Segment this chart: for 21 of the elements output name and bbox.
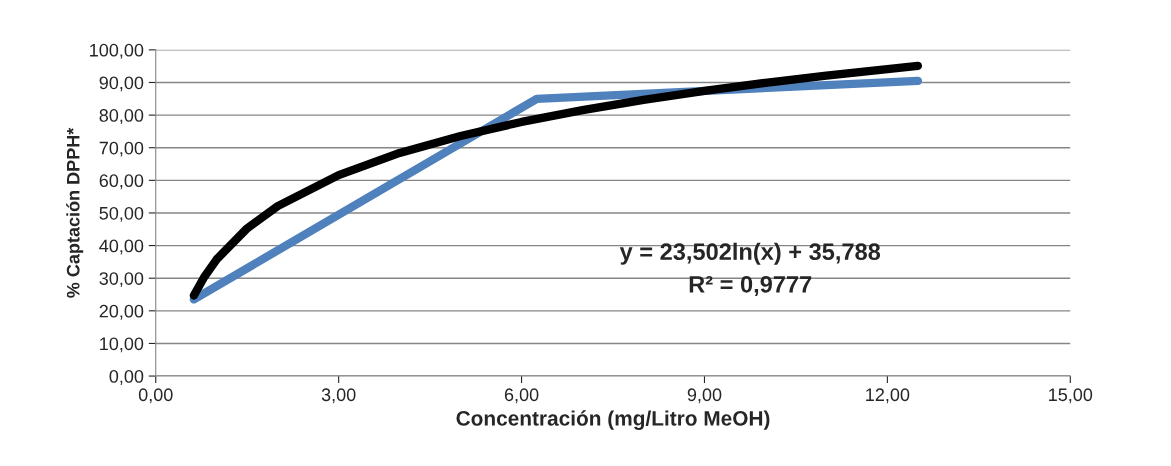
x-tick-label: 0,00 (138, 388, 173, 404)
x-axis-title: Concentración (mg/Litro MeOH) (456, 410, 770, 430)
y-tick-label: 90,00 (99, 76, 144, 92)
x-tick-label: 3,00 (321, 388, 356, 404)
y-tick-label: 70,00 (99, 141, 144, 157)
annotation: R² = 0,9777 (689, 275, 812, 297)
y-tick-label: 80,00 (99, 109, 144, 124)
y-tick-label: 10,00 (100, 337, 144, 353)
annotation: y = 23,502ln(x) + 35,788 (619, 242, 881, 265)
x-tick-label: 12,00 (866, 388, 910, 404)
y-axis-title: % Captación DPPH* (66, 127, 84, 298)
x-tick-label: 15,00 (1049, 388, 1093, 404)
y-tick-label: 40,00 (99, 239, 144, 255)
y-tick-label: 30,00 (99, 272, 144, 288)
y-tick-label: 20,00 (99, 304, 144, 320)
x-tick-label: 6,00 (504, 388, 539, 404)
y-tick-label: 60,00 (99, 174, 144, 190)
y-tick-label: 100,00 (90, 43, 144, 59)
y-tick-label: 0,00 (109, 370, 144, 385)
x-tick-label: 9,00 (687, 388, 722, 404)
y-tick-label: 50,00 (99, 206, 144, 222)
